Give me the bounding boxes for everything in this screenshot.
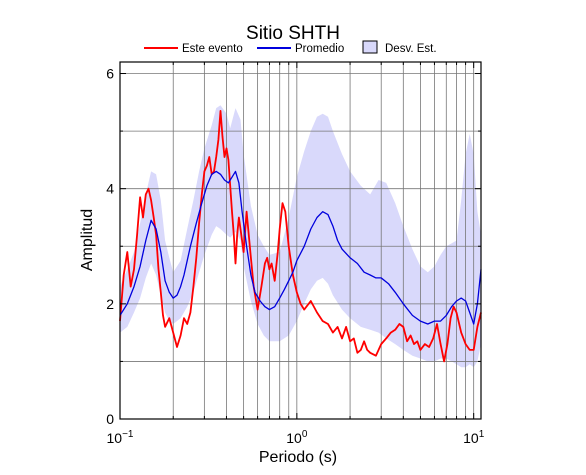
series-line-este-evento <box>119 110 482 363</box>
plot-area: 10−1 100 101 0 2 4 6 <box>106 61 485 446</box>
y-tick-label-0: 0 <box>106 411 114 427</box>
plot-frame <box>119 61 482 420</box>
y-axis-label: Amplitud <box>79 209 96 271</box>
x-tick-label-2: 101 <box>463 429 485 446</box>
x-axis-label: Periodo (s) <box>259 449 337 466</box>
legend-label-1: Promedio <box>295 43 344 55</box>
y-tick-label-2: 4 <box>106 181 114 197</box>
legend-swatch-2 <box>362 40 378 54</box>
y-tick-label-3: 6 <box>106 66 114 82</box>
std-dev-band <box>120 105 481 368</box>
x-tick-label-0: 10−1 <box>107 429 134 446</box>
series-line-promedio <box>119 170 482 325</box>
legend: Este evento Promedio Desv. Est. <box>144 40 437 55</box>
series-layer <box>119 110 482 363</box>
band-layer <box>120 105 481 368</box>
y-tick-label-1: 2 <box>106 296 114 312</box>
legend-label-2: Desv. Est. <box>385 43 437 55</box>
legend-label-0: Este evento <box>182 43 243 55</box>
x-tick-label-1: 100 <box>286 429 308 446</box>
chart-title: Sitio SHTH <box>246 23 340 44</box>
tick-layer: 10−1 100 101 0 2 4 6 <box>106 62 485 446</box>
